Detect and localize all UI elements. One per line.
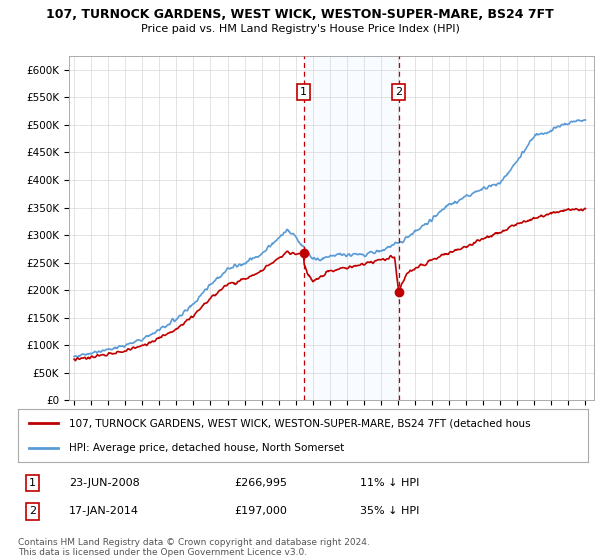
Text: 2: 2	[395, 87, 402, 97]
Text: Price paid vs. HM Land Registry's House Price Index (HPI): Price paid vs. HM Land Registry's House …	[140, 24, 460, 34]
Text: Contains HM Land Registry data © Crown copyright and database right 2024.
This d: Contains HM Land Registry data © Crown c…	[18, 538, 370, 557]
Text: 23-JUN-2008: 23-JUN-2008	[70, 478, 140, 488]
Text: HPI: Average price, detached house, North Somerset: HPI: Average price, detached house, Nort…	[70, 442, 344, 452]
Text: 107, TURNOCK GARDENS, WEST WICK, WESTON-SUPER-MARE, BS24 7FT: 107, TURNOCK GARDENS, WEST WICK, WESTON-…	[46, 8, 554, 21]
Text: 1: 1	[300, 87, 307, 97]
Text: £266,995: £266,995	[235, 478, 287, 488]
Text: 17-JAN-2014: 17-JAN-2014	[70, 506, 139, 516]
Text: 11% ↓ HPI: 11% ↓ HPI	[360, 478, 419, 488]
Text: 107, TURNOCK GARDENS, WEST WICK, WESTON-SUPER-MARE, BS24 7FT (detached hous: 107, TURNOCK GARDENS, WEST WICK, WESTON-…	[70, 418, 531, 428]
Text: 35% ↓ HPI: 35% ↓ HPI	[360, 506, 419, 516]
Text: 2: 2	[29, 506, 36, 516]
Text: 1: 1	[29, 478, 36, 488]
Text: £197,000: £197,000	[235, 506, 287, 516]
Bar	[304, 56, 398, 400]
